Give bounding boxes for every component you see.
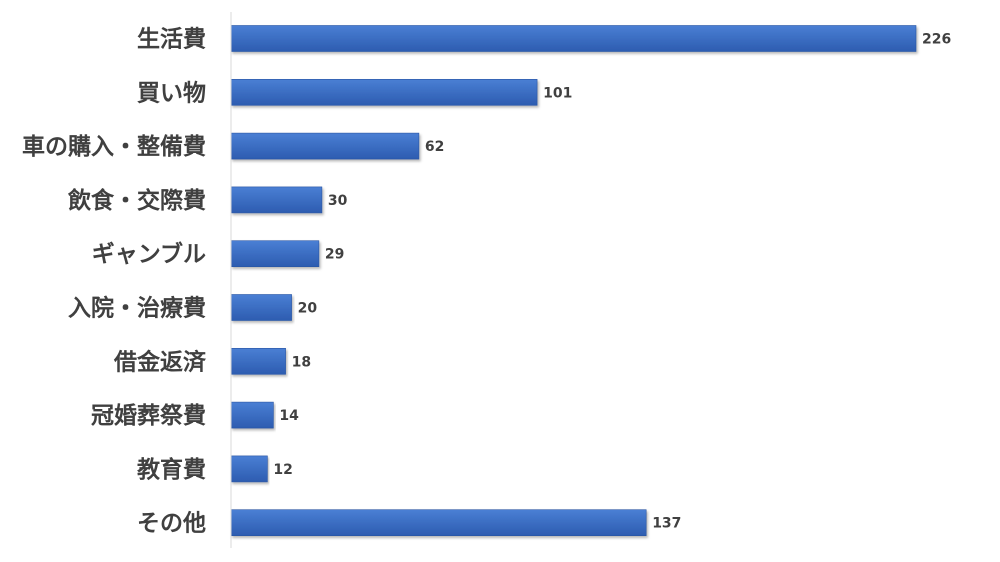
category-label-6: 入院・治療費 — [68, 295, 206, 322]
category-label-8: 冠婚葬祭費 — [91, 402, 206, 429]
bar-5 — [230, 240, 320, 267]
value-label-8: 14 — [279, 408, 299, 424]
value-label-2: 101 — [543, 85, 572, 101]
bar-9 — [230, 455, 268, 483]
value-label-9: 12 — [273, 462, 292, 478]
value-label-4: 30 — [328, 193, 348, 209]
value-label-1: 226 — [922, 32, 951, 48]
bar-6 — [230, 294, 292, 321]
category-label-4: 飲食・交際費 — [67, 187, 206, 214]
category-label-3: 車の購入・整備費 — [22, 133, 206, 160]
value-label-7: 18 — [292, 354, 311, 370]
category-label-7: 借金返済 — [113, 348, 207, 375]
value-label-10: 137 — [652, 516, 681, 532]
category-label-9: 教育費 — [137, 456, 206, 483]
category-label-2: 買い物 — [137, 79, 206, 106]
value-label-6: 20 — [298, 301, 318, 317]
bar-7 — [230, 347, 286, 375]
value-label-5: 29 — [325, 247, 344, 263]
bar-10 — [230, 509, 647, 537]
bar-3 — [230, 132, 420, 160]
value-label-3: 62 — [425, 139, 444, 155]
category-label-5: ギャンブル — [92, 241, 206, 268]
bar-2 — [230, 79, 538, 106]
category-label-10: その他 — [137, 511, 206, 537]
bar-8 — [230, 401, 274, 429]
value-labels-group: 226 101 62 30 29 20 18 14 12 137 — [273, 32, 951, 532]
bar-1 — [230, 25, 917, 52]
bars-group — [230, 25, 917, 537]
category-label-1: 生活費 — [137, 27, 206, 53]
bar-4 — [230, 186, 323, 214]
category-labels-group: 生活費買い物車の購入・整備費飲食・交際費ギャンブル入院・治療費借金返済冠婚葬祭費… — [22, 27, 207, 537]
